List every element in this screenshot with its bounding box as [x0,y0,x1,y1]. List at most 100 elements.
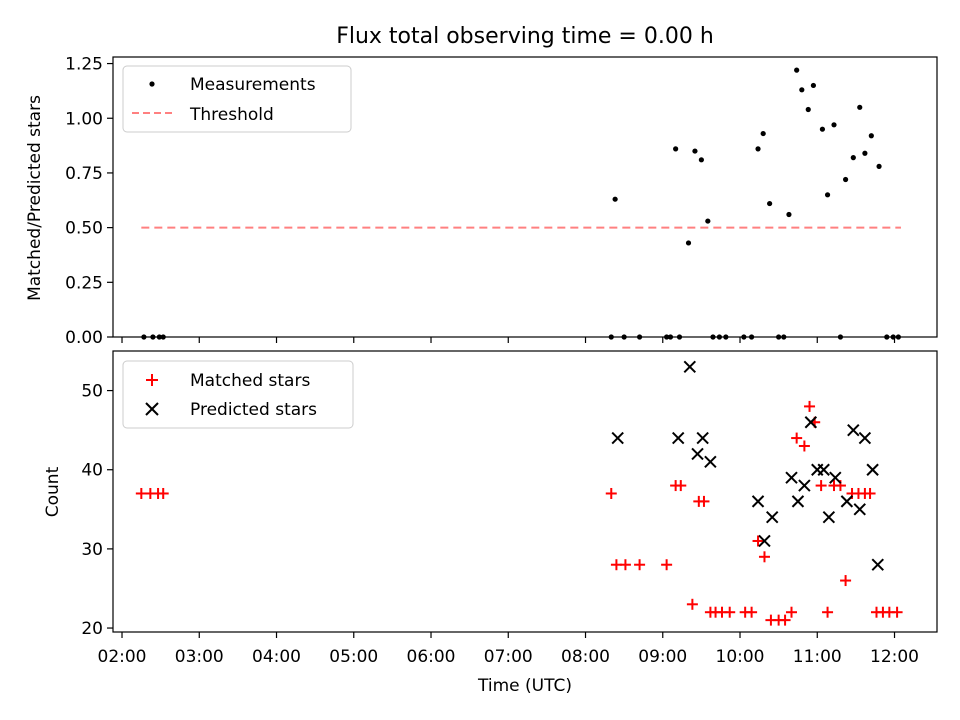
ratio-y-tick-label: 1.00 [65,109,103,129]
matched-star-point [675,480,687,492]
measurement-point [862,150,868,156]
measurement-point [755,146,761,152]
measurement-point [786,211,792,218]
measurement-point [799,87,805,93]
matched-star-point [791,432,803,444]
matched-star-point [698,495,710,507]
matched-star-point [804,400,816,412]
count-panel: 20 30 40 50 02:00 03:00 04:00 05:00 06:00 07:00 08… [43,350,938,696]
matched-star-point [786,606,798,618]
measurement-point [612,196,618,202]
x-axis-label: Time (UTC) [477,676,572,696]
measurement-point [857,104,863,110]
predicted-star-point [785,471,798,484]
ratio-y-tick-label: 1.25 [65,55,103,75]
x-tick-label: 12:00 [870,647,919,667]
matched-star-point [746,606,758,618]
measurement-point [810,82,817,89]
ratio-y-tick-label: 0.00 [65,328,103,348]
count-legend-box [122,360,354,429]
ratio-y-tick-label: 0.75 [65,164,103,184]
measurement-point [767,200,773,207]
matched-star-point [157,487,169,499]
legend-predicted-marker [145,402,159,416]
predicted-star-point [853,503,866,516]
x-tick-label: 07:00 [484,647,533,667]
chart-title: Flux total observing time = 0.00 h [336,24,714,49]
ratio-panel: 0.00 0.25 0.50 0.75 1.00 1.25 Matched/Predict… [25,55,938,348]
x-tick-label: 05:00 [329,647,378,667]
matched-star-point [605,487,617,499]
count-y-tick-label: 50 [81,382,103,402]
predicted-star-point [791,495,805,508]
x-tick-label: 02:00 [98,647,147,667]
predicted-star-point [858,431,872,445]
count-y-tick-label: 20 [81,619,103,639]
matched-star-point [840,575,852,587]
matched-star-point [891,606,903,618]
count-panel-ticks: 20 30 40 50 02:00 03:00 04:00 05:00 06:00 07:00 08… [81,382,919,667]
predicted-star-point [672,431,685,445]
ratio-panel-ticks: 0.00 0.25 0.50 0.75 1.00 1.25 [65,55,896,348]
matched-star-point [779,614,791,626]
legend-matched-marker [146,374,158,386]
x-tick-label: 04:00 [252,647,301,667]
measurement-point [760,130,766,137]
predicted-star-point [871,558,884,571]
measurement-point [794,67,800,73]
predicted-star-point [704,455,717,469]
measurement-point [876,163,882,169]
predicted-star-point [765,511,779,524]
measurement-point [842,176,849,183]
predicted-star-point [696,431,709,445]
measurement-point [819,126,826,132]
matched-star-point [686,598,698,610]
predicted-star-point [840,495,854,508]
count-y-tick-label: 30 [81,540,103,560]
matched-star-point [815,480,827,492]
count-legend: Matched stars Predicted stars [122,360,354,429]
measurement-point [868,133,874,139]
matched-star-point [798,440,810,452]
matched-star-point [661,559,673,571]
x-tick-label: 03:00 [175,647,224,667]
predicted-star-point [751,495,765,508]
measurement-point [685,240,692,246]
measurement-point [850,155,856,161]
legend-measurements-label: Measurements [190,75,316,95]
predicted-star-point [847,423,860,437]
matched-star-point [724,606,736,618]
matched-star-point [619,559,631,571]
ratio-legend-box [122,65,352,133]
measurement-point [692,148,698,154]
measurement-point [698,157,704,163]
legend-matched-label: Matched stars [190,371,310,391]
measurement-point [824,192,831,198]
matched-star-point [634,559,646,571]
matched-star-point [752,535,764,547]
legend-predicted-label: Predicted stars [190,400,317,420]
predicted-star-point [829,471,842,484]
count-points [135,360,903,626]
measurement-point [831,122,837,128]
x-tick-label: 09:00 [638,647,687,667]
x-tick-label: 11:00 [793,647,842,667]
matched-star-point [758,551,770,563]
ratio-panel-frame [112,56,938,338]
x-tick-label: 10:00 [716,647,765,667]
measurement-point [705,218,711,224]
x-tick-label: 08:00 [561,647,610,667]
count-y-tick-label: 40 [81,461,103,481]
predicted-star-point [798,479,811,492]
measurement-point [673,146,679,152]
x-tick-label: 06:00 [407,647,456,667]
predicted-star-point [758,534,771,548]
ratio-legend: Measurements Threshold [122,65,352,133]
ratio-y-axis-label: Matched/Predicted stars [25,95,45,301]
legend-measurements-marker [149,81,155,87]
predicted-star-point [817,463,830,476]
measurement-point [805,106,811,113]
predicted-star-point [611,431,624,445]
matched-star-point [864,487,876,499]
